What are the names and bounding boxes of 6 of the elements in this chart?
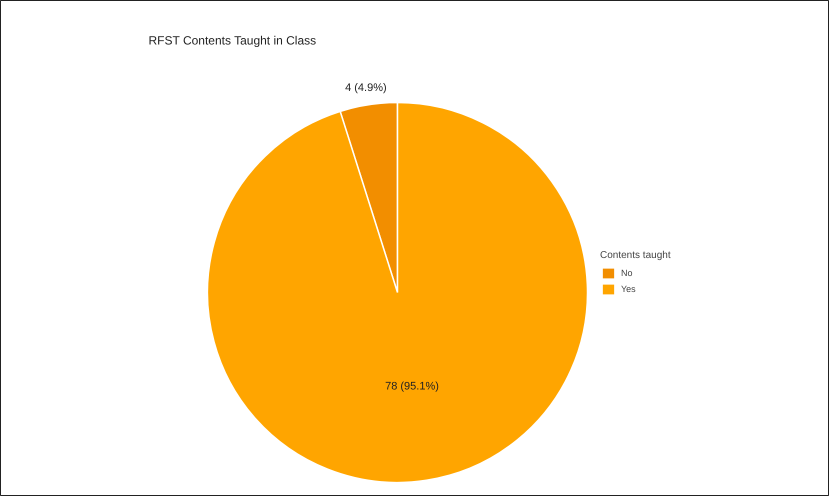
chart-title: RFST Contents Taught in Class	[148, 34, 316, 48]
data-label: 4 (4.9%)	[345, 82, 387, 94]
legend-label: Yes	[621, 284, 637, 294]
legend-title: Contents taught	[600, 250, 671, 261]
data-label: 78 (95.1%)	[385, 380, 439, 392]
legend-label: No	[621, 268, 634, 278]
